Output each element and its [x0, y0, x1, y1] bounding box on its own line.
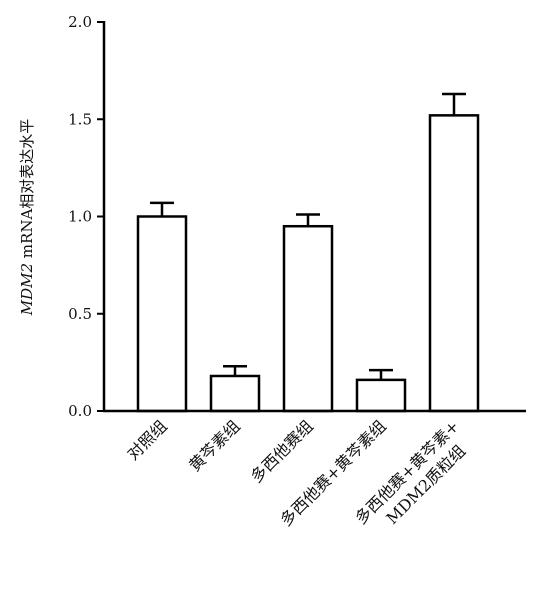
bar — [136, 215, 188, 413]
x-tick-label: 黄芩素组 — [185, 416, 244, 475]
x-tick-label-line: 多西他赛组 — [247, 416, 317, 486]
y-axis-label-rest: mRNA相对表达水平 — [18, 119, 36, 263]
y-axis-label-italic: MDM2 — [18, 263, 36, 316]
x-tick-label: 对照组 — [123, 416, 170, 463]
y-tick-label: 2.0 — [68, 13, 92, 31]
x-tick-label-line: 对照组 — [123, 416, 170, 463]
y-tick-label: 1.5 — [68, 110, 92, 128]
y-tick-label: 1.0 — [68, 208, 92, 226]
axes-layer — [97, 21, 526, 413]
y-tick-label: 0.0 — [68, 402, 92, 420]
x-tick-label-line: 黄芩素组 — [185, 416, 244, 475]
y-axis-label: MDM2 mRNA相对表达水平 — [18, 119, 36, 317]
x-tick-label: 多西他赛组 — [247, 416, 317, 486]
bar — [355, 378, 407, 413]
bar — [428, 114, 480, 413]
y-tick-label: 0.5 — [68, 305, 92, 323]
bars-layer — [136, 92, 480, 413]
bar — [282, 224, 334, 413]
bar — [209, 374, 261, 413]
